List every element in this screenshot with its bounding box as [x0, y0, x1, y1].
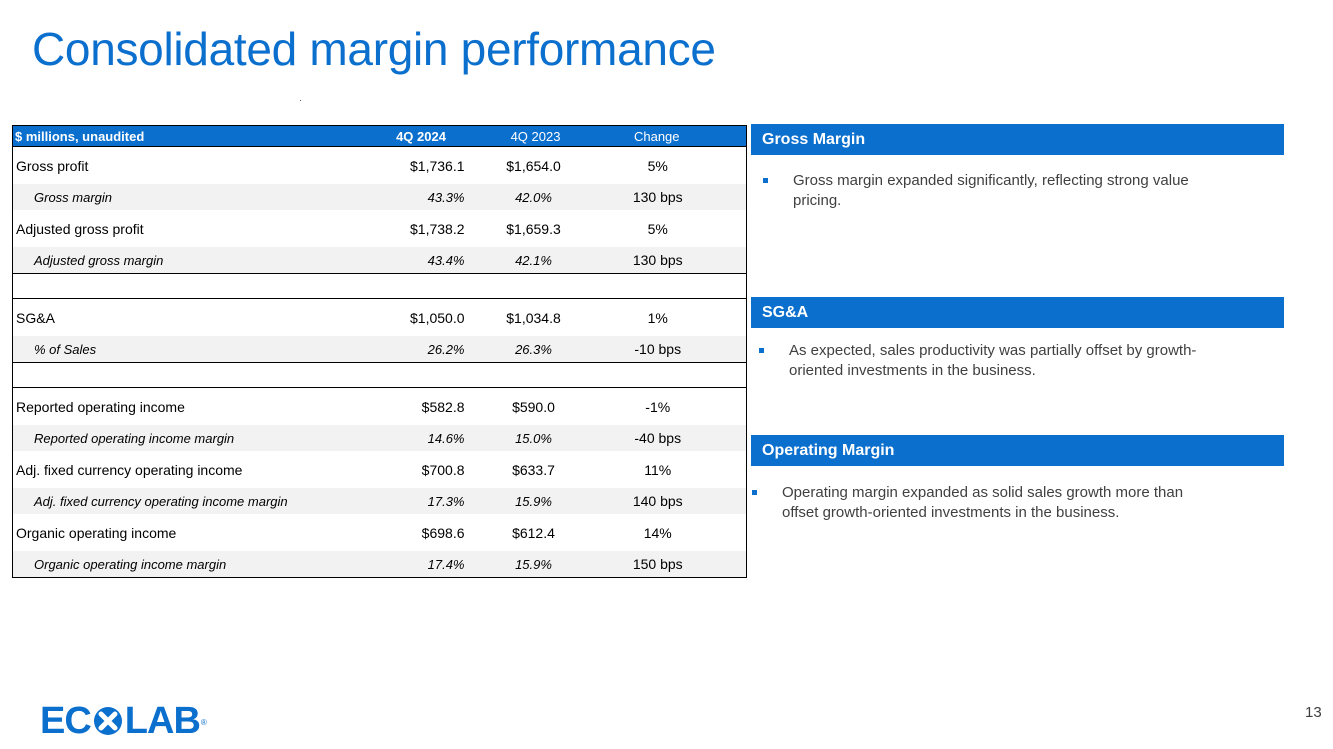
- cell-4q-2023: $633.7: [512, 461, 555, 478]
- cell-4q-2023: 42.0%: [475, 184, 596, 210]
- table-header-row: $ millions, unaudited 4Q 2024 4Q 2023 Ch…: [12, 125, 747, 147]
- cell-4q-2023: $1,659.3: [506, 220, 561, 237]
- row-label: Adjusted gross margin: [12, 247, 343, 274]
- header-change: Change: [595, 125, 747, 147]
- row-label: Reported operating income: [16, 398, 185, 415]
- cell-4q-2024: 43.3%: [342, 184, 476, 210]
- bullet-line: Gross margin expanded significantly, ref…: [793, 172, 1189, 189]
- cell-4q-2023: 15.0%: [475, 425, 596, 451]
- table-spacer-row: [12, 362, 747, 388]
- stray-dot: [300, 100, 301, 101]
- cell-4q-2024: $700.8: [421, 461, 465, 478]
- cell-4q-2024: $582.8: [421, 398, 465, 415]
- table-row: Reported operating income $582.8 $590.0 …: [13, 388, 747, 426]
- cell-change: 5%: [647, 220, 668, 237]
- cell-change: -40 bps: [595, 425, 747, 451]
- bullet-square-icon: [763, 178, 768, 183]
- cell-change: -10 bps: [595, 336, 747, 363]
- row-label: Organic operating income margin: [12, 551, 343, 578]
- table-row: % of Sales 26.2% 26.3% -10 bps: [12, 336, 747, 363]
- cell-change: 130 bps: [595, 247, 747, 274]
- row-label: Adj. fixed currency operating income: [16, 461, 243, 478]
- bullet-square-icon: [759, 348, 764, 353]
- cell-change: -1%: [645, 398, 671, 415]
- header-4q-2024: 4Q 2024: [342, 125, 476, 147]
- table-row: Adj. fixed currency operating income mar…: [12, 488, 747, 514]
- panel-bullet-operating-margin: Operating margin expanded as solid sales…: [752, 483, 1283, 525]
- bullet-line: offset growth-oriented investments in th…: [782, 504, 1120, 521]
- row-label: Reported operating income margin: [12, 425, 343, 451]
- panel-heading-sga: SG&A: [751, 297, 1284, 328]
- panel-bullet-gross-margin: Gross margin expanded significantly, ref…: [763, 171, 1283, 213]
- cell-4q-2024: 17.4%: [342, 551, 476, 578]
- logo-x-mark-icon: [92, 705, 124, 737]
- row-label: SG&A: [16, 309, 55, 326]
- table-row: Gross profit $1,736.1 $1,654.0 5%: [13, 147, 747, 185]
- cell-4q-2024: 14.6%: [342, 425, 476, 451]
- table-row: Organic operating income margin 17.4% 15…: [12, 551, 747, 578]
- bullet-line: oriented investments in the business.: [789, 362, 1036, 379]
- row-label: Adj. fixed currency operating income mar…: [12, 488, 343, 514]
- cell-4q-2024: $1,050.0: [410, 309, 465, 326]
- bullet-line: As expected, sales productivity was part…: [789, 342, 1197, 359]
- cell-change: 1%: [647, 309, 668, 326]
- row-label: Gross margin: [12, 184, 343, 210]
- cell-4q-2023: $590.0: [512, 398, 555, 415]
- row-label: % of Sales: [12, 336, 343, 363]
- cell-4q-2024: 26.2%: [342, 336, 476, 363]
- table-row: Adjusted gross margin 43.4% 42.1% 130 bp…: [12, 247, 747, 274]
- cell-4q-2024: 43.4%: [342, 247, 476, 274]
- cell-4q-2023: 15.9%: [475, 488, 596, 514]
- cell-change: 150 bps: [595, 551, 747, 578]
- ecolab-logo: EC LAB ®: [40, 700, 207, 742]
- table-row: SG&A $1,050.0 $1,034.8 1%: [13, 299, 747, 337]
- panel-heading-operating-margin: Operating Margin: [751, 435, 1284, 466]
- cell-change: 130 bps: [595, 184, 747, 210]
- cell-change: 140 bps: [595, 488, 747, 514]
- header-4q-2023: 4Q 2023: [475, 125, 596, 147]
- cell-4q-2023: $1,034.8: [506, 309, 561, 326]
- cell-4q-2024: 17.3%: [342, 488, 476, 514]
- table-row: Reported operating income margin 14.6% 1…: [12, 425, 747, 451]
- cell-change: 11%: [644, 461, 672, 478]
- cell-change: 5%: [647, 157, 668, 174]
- table-row: Adjusted gross profit $1,738.2 $1,659.3 …: [13, 210, 747, 247]
- row-label: Adjusted gross profit: [16, 220, 144, 237]
- cell-4q-2023: 42.1%: [475, 247, 596, 274]
- bullet-square-icon: [752, 490, 757, 495]
- header-units: $ millions, unaudited: [12, 125, 343, 147]
- cell-4q-2024: $1,738.2: [410, 220, 465, 237]
- row-label: Organic operating income: [16, 524, 177, 541]
- page-number: 13: [1305, 704, 1322, 721]
- table-row: Adj. fixed currency operating income $70…: [13, 451, 747, 488]
- table-row: Gross margin 43.3% 42.0% 130 bps: [12, 184, 747, 210]
- bullet-line: pricing.: [793, 192, 842, 209]
- panel-bullet-sga: As expected, sales productivity was part…: [759, 341, 1283, 383]
- panel-heading-gross-margin: Gross Margin: [751, 124, 1284, 155]
- cell-4q-2024: $1,736.1: [410, 157, 465, 174]
- table-spacer-row: [12, 273, 747, 299]
- row-label: Gross profit: [16, 157, 89, 174]
- cell-4q-2023: $1,654.0: [506, 157, 561, 174]
- cell-change: 14%: [643, 524, 672, 541]
- cell-4q-2023: 15.9%: [475, 551, 596, 578]
- cell-4q-2023: 26.3%: [475, 336, 596, 363]
- cell-4q-2023: $612.4: [512, 524, 555, 541]
- page-title: Consolidated margin performance: [32, 23, 716, 75]
- table-row: Organic operating income $698.6 $612.4 1…: [13, 514, 747, 551]
- cell-4q-2024: $698.6: [421, 524, 465, 541]
- margin-table: $ millions, unaudited 4Q 2024 4Q 2023 Ch…: [12, 125, 747, 578]
- bullet-line: Operating margin expanded as solid sales…: [782, 484, 1184, 501]
